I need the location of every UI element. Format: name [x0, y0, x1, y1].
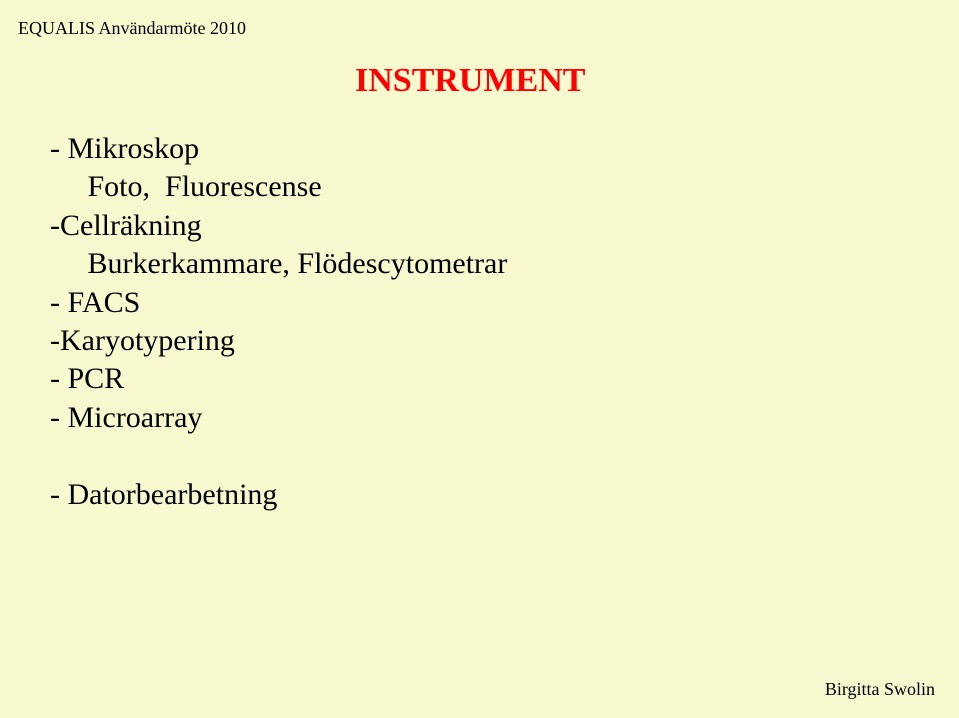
body-line: -Karyotypering [50, 322, 507, 360]
body-line: -Cellräkning [50, 207, 507, 245]
body-line: Burkerkammare, Flödescytometrar [50, 245, 507, 283]
body-line: - Microarray [50, 399, 507, 437]
body-line: - Datorbearbetning [50, 476, 507, 514]
body-line: - PCR [50, 360, 507, 398]
slide-footer: Birgitta Swolin [825, 679, 935, 700]
slide-header: EQUALIS Användarmöte 2010 [18, 18, 246, 39]
body-line: - Mikroskop [50, 130, 507, 168]
body-line: Foto, Fluorescense [50, 168, 507, 206]
body-line: - FACS [50, 284, 507, 322]
body-line [50, 437, 507, 475]
slide-body: - Mikroskop Foto, Fluorescense -Cellräkn… [50, 130, 507, 514]
slide-title: INSTRUMENT [355, 62, 585, 100]
